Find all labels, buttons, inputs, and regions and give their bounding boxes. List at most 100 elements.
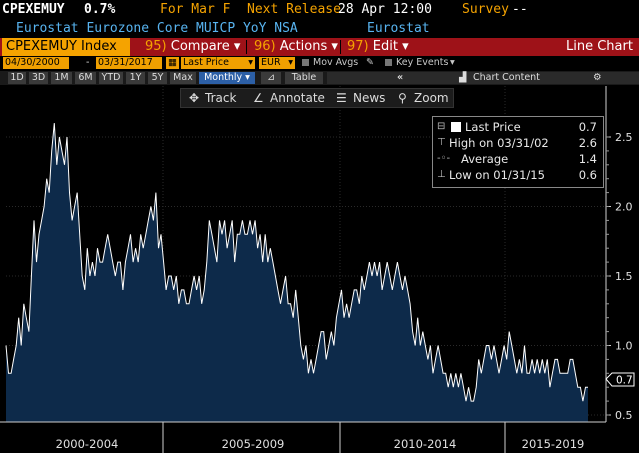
news-icon[interactable]: ☰ xyxy=(336,91,347,105)
edit-label: Edit xyxy=(372,39,398,54)
range-button-6m[interactable]: 6M xyxy=(75,72,96,84)
annotate-icon[interactable]: ∠ xyxy=(253,91,264,105)
edit-number: 97) xyxy=(347,39,369,54)
x-tick-label: 2000-2004 xyxy=(56,437,119,451)
line-chart[interactable]: 0.5 1.0 1.5 2.0 2.5 2000-2004 2005-2009 2010-2… xyxy=(0,86,639,453)
field-select-value: Last Price xyxy=(183,57,229,68)
compare-label: Compare xyxy=(170,39,230,54)
legend-swatch xyxy=(451,122,461,132)
legend-last-price-label: Last Price xyxy=(465,120,521,134)
function-bar: CPEXEMUY Index 95) Compare ▾ 96) Actions… xyxy=(0,38,639,56)
y-tick-label: 1.0 xyxy=(615,340,633,353)
compare-number: 95) xyxy=(145,39,167,54)
area-fill xyxy=(6,123,588,422)
zoom-button[interactable]: Zoom xyxy=(414,91,449,105)
range-button-1y[interactable]: 1Y xyxy=(126,72,145,84)
series-source: Eurostat xyxy=(367,21,430,36)
currency-value: EUR xyxy=(261,57,281,68)
chart-type-title: Line Chart xyxy=(566,39,633,54)
legend-expand-icon[interactable]: ⊟ xyxy=(437,121,446,132)
end-date-input[interactable]: 03/31/2017 xyxy=(96,57,162,69)
next-release-label: Next Release xyxy=(247,2,341,17)
legend-low-label: Low on 01/31/15 xyxy=(449,168,545,182)
mov-avgs-label: Mov Avgs xyxy=(313,57,359,68)
range-button-3d[interactable]: 3D xyxy=(29,72,48,84)
chevron-down-icon: ▾ xyxy=(248,57,253,68)
y-tick-label: 0.5 xyxy=(615,409,633,422)
zoom-icon[interactable]: ⚲ xyxy=(398,91,407,105)
x-tick-label: 2015-2019 xyxy=(522,437,585,451)
edit-menu[interactable]: 97) Edit ▾ xyxy=(347,38,409,56)
legend-high-label: High on 03/31/02 xyxy=(449,136,549,150)
currency-select[interactable]: EUR ▾ xyxy=(259,57,295,69)
average-marker-icon: -◦- xyxy=(437,153,451,164)
chart-content-bar: « ▟ Chart Content ⚙ xyxy=(327,72,639,84)
controls-row: 04/30/2000 - 03/31/2017 ▦ Last Price ▾ E… xyxy=(0,56,639,70)
for-period-label: For Mar F xyxy=(160,2,231,17)
annotate-button[interactable]: Annotate xyxy=(270,91,325,105)
subheader-row: Eurostat Eurozone Core MUICP YoY NSA Eur… xyxy=(0,20,639,38)
line-chart-icon[interactable]: ⊿ xyxy=(261,72,281,84)
y-tick-label: 1.5 xyxy=(615,270,633,283)
news-button[interactable]: News xyxy=(353,91,386,105)
compare-menu[interactable]: 95) Compare ▾ xyxy=(145,38,240,56)
range-button-1m[interactable]: 1M xyxy=(51,72,72,84)
frequency-select[interactable]: Monthly ▾ xyxy=(199,72,255,84)
date-separator: - xyxy=(86,57,90,68)
last-value-label: 0.7 xyxy=(616,375,633,387)
track-icon[interactable]: ✥ xyxy=(189,91,200,105)
actions-label: Actions xyxy=(279,39,328,54)
range-button-1d[interactable]: 1D xyxy=(8,72,26,84)
chart-content-label[interactable]: Chart Content xyxy=(473,72,540,83)
range-button-5y[interactable]: 5Y xyxy=(148,72,167,84)
x-tick-label: 2010-2014 xyxy=(394,437,457,451)
last-value-marker: 0.7 xyxy=(605,372,635,387)
gear-icon[interactable]: ⚙ xyxy=(593,72,602,83)
legend-average-label: Average xyxy=(461,152,509,166)
actions-number: 96) xyxy=(254,39,276,54)
key-events-checkbox[interactable] xyxy=(385,59,392,66)
range-bar: 1D 3D 1M 6M YTD 1Y 5Y Max Monthly ▾ ⊿ Ta… xyxy=(0,71,639,85)
chevron-down-icon: ▾ xyxy=(288,57,293,68)
x-tick-label: 2005-2009 xyxy=(222,437,285,451)
actions-menu[interactable]: 96) Actions ▾ xyxy=(254,38,338,56)
collapse-left-icon[interactable]: « xyxy=(397,72,404,83)
chevron-down-icon: ▾ xyxy=(331,39,338,54)
table-button[interactable]: Table xyxy=(285,72,323,84)
low-marker-icon: ⊥ xyxy=(437,169,446,180)
legend-average-value: 1.4 xyxy=(578,152,597,166)
series-line xyxy=(5,123,588,402)
legend-low-value: 0.6 xyxy=(578,168,597,182)
chart-legend[interactable]: ⊟ Last Price 0.7 ⊤ High on 03/31/02 2.6 … xyxy=(432,116,604,188)
track-button[interactable]: Track xyxy=(205,91,237,105)
header-row: CPEXEMUY 0.7% For Mar F Next Release 28 … xyxy=(0,0,639,20)
chevron-down-icon: ▾ xyxy=(245,72,250,83)
range-button-max[interactable]: Max xyxy=(170,72,196,84)
key-events-label: Key Events xyxy=(396,57,449,68)
chart-toolbar: ✥ Track ∠ Annotate ☰ News ⚲ Zoom xyxy=(180,88,454,108)
frequency-value: Monthly xyxy=(204,72,243,83)
security-field[interactable]: CPEXEMUY Index xyxy=(2,38,130,56)
ticker-label: CPEXEMUY xyxy=(2,2,65,17)
x-axis: 2000-2004 2005-2009 2010-2014 2015-2019 xyxy=(0,421,606,453)
chart-content-icon: ▟ xyxy=(459,72,467,83)
mov-avgs-checkbox[interactable] xyxy=(302,59,309,66)
pencil-icon[interactable]: ✎ xyxy=(366,57,374,68)
series-description: Eurostat Eurozone Core MUICP YoY NSA xyxy=(16,21,298,36)
chevron-down-icon[interactable]: ▾ xyxy=(450,57,455,68)
legend-last-price-value: 0.7 xyxy=(578,120,597,134)
next-release-value: 28 Apr 12:00 xyxy=(338,2,432,17)
calendar-icon[interactable]: ▦ xyxy=(166,57,179,69)
y-tick-label: 2.5 xyxy=(615,131,633,144)
range-button-ytd[interactable]: YTD xyxy=(99,72,123,84)
y-axis: 0.5 1.0 1.5 2.0 2.5 xyxy=(605,86,633,422)
start-date-input[interactable]: 04/30/2000 xyxy=(3,57,69,69)
legend-high-value: 2.6 xyxy=(578,136,597,150)
chevron-down-icon: ▾ xyxy=(402,39,409,54)
survey-value: -- xyxy=(512,2,528,17)
survey-label: Survey xyxy=(462,2,509,17)
high-marker-icon: ⊤ xyxy=(437,137,446,148)
chevron-down-icon: ▾ xyxy=(233,39,241,54)
y-tick-label: 2.0 xyxy=(615,201,633,214)
field-select[interactable]: Last Price ▾ xyxy=(181,57,255,69)
